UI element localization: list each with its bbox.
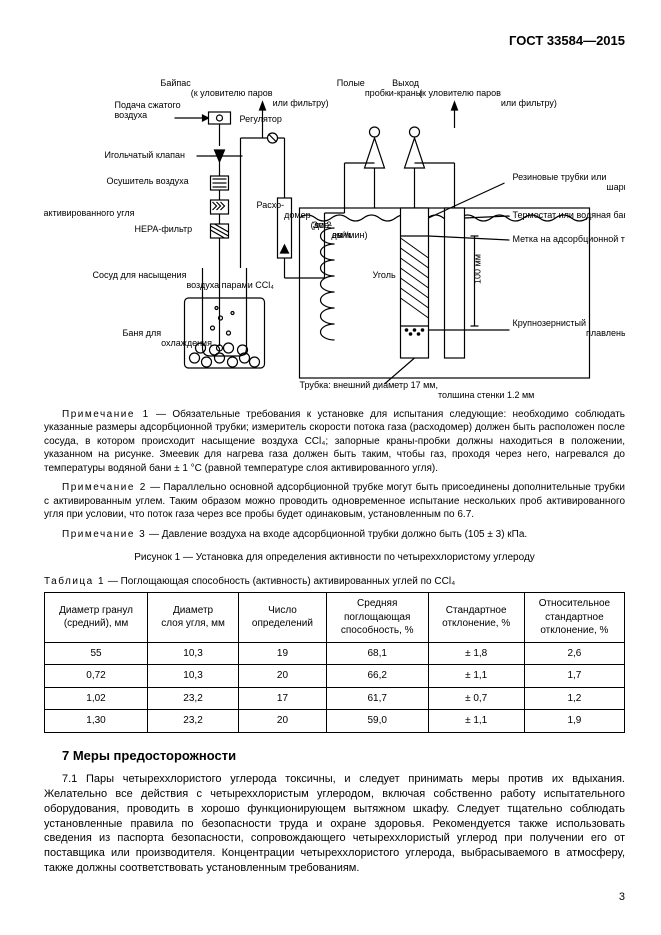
table-caption: Таблица 1 — Поглощающая способность (акт… [44,575,625,589]
label-rubber-tubes: Резиновые трубки илишарнирное соединение [513,172,626,192]
label-coal: Уголь [373,270,396,280]
section-7-title: 7 Меры предосторожности [62,747,625,765]
label-air-dryer: Осушитель воздуха [107,176,189,186]
table-cell: 68,1 [326,642,428,665]
note-2-lead: Примечание 2 [62,482,147,493]
note-3-text: — Давление воздуха на входе адсорбционно… [146,529,527,540]
table-cell: ± 1,8 [428,642,524,665]
col-4: Стандартноеотклонение, % [428,593,524,643]
standard-header: ГОСТ 33584—2015 [44,32,625,50]
table-cell: 20 [239,710,327,733]
table-cell: 59,0 [326,710,428,733]
table-cell: 10,3 [148,642,239,665]
table-cell: 1,2 [524,687,624,710]
col-0: Диаметр гранул(средний), мм [45,593,148,643]
label-height: 100 мм [473,254,483,284]
table-cell: 23,2 [148,687,239,710]
apparatus-diagram: Подача сжатоговоздуха Байпас(к уловителю… [44,68,625,398]
table-cell: 2,6 [524,642,624,665]
label-hepa: HEPA-фильтр [135,224,193,234]
table-cell: 1,9 [524,710,624,733]
table-cell: ± 0,7 [428,687,524,710]
table-row: 1,0223,21761,7± 0,71,2 [45,687,625,710]
label-regulator: Регулятор [240,114,282,124]
table-row: 5510,31968,1± 1,82,6 [45,642,625,665]
table-cell: 1,7 [524,665,624,688]
table-cell: 55 [45,642,148,665]
figure-caption: Рисунок 1 — Установка для определения ак… [44,551,625,565]
col-1: Диаметрслоя угля, мм [148,593,239,643]
note-2: Примечание 2 — Параллельно основной адсо… [44,481,625,522]
label-tube-note: Трубка: внешний диаметр 17 мм,толщина ст… [300,380,535,398]
table-cell: 10,3 [148,665,239,688]
table-cell: 1,02 [45,687,148,710]
table-cell: 1,30 [45,710,148,733]
table-cell: ± 1,1 [428,665,524,688]
table-cell: 0,72 [45,665,148,688]
label-compressed-air: Подача сжатоговоздуха [115,100,181,120]
table-cell: 23,2 [148,710,239,733]
section-7-p1: 7.1 Пары четыреххлористого углерода токс… [44,772,625,876]
label-thermostat: Термостат или водяная баня [513,210,626,220]
table-cell: 61,7 [326,687,428,710]
table-row: 1,3023,22059,0± 1,11,9 [45,710,625,733]
note-3-lead: Примечание 3 [62,529,146,540]
note-3: Примечание 3 — Давление воздуха на входе… [44,528,625,542]
table-cell: ± 1,1 [428,710,524,733]
table-caption-text: — Поглощающая способность (активность) а… [105,576,455,587]
note-1-lead: Примечание 1 [62,409,150,420]
table-caption-lead: Таблица 1 [44,576,105,587]
label-carbon-filter: Фильтр изактивированного угля [44,198,135,218]
table-cell: 66,2 [326,665,428,688]
col-2: Числоопределений [239,593,327,643]
table-cell: 20 [239,665,327,688]
col-3: Средняяпоглощающаяспособность, % [326,593,428,643]
table-cell: 19 [239,642,327,665]
page-number: 3 [44,890,625,905]
table-row: 0,7210,32066,2± 1,11,7 [45,665,625,688]
label-bypass: Байпас(к уловителю паровили фильтру) [160,78,328,108]
col-5: Относительноестандартноеотклонение, % [524,593,624,643]
label-needle-valve: Игольчатый клапан [105,150,185,160]
table-header-row: Диаметр гранул(средний), мм Диаметрслоя … [45,593,625,643]
table-cell: 17 [239,687,327,710]
note-1: Примечание 1 — Обязательные требования к… [44,408,625,476]
label-mark: Метка на адсорбционной трубке [513,234,626,244]
activity-table: Диаметр гранул(средний), мм Диаметрслоя … [44,592,625,733]
